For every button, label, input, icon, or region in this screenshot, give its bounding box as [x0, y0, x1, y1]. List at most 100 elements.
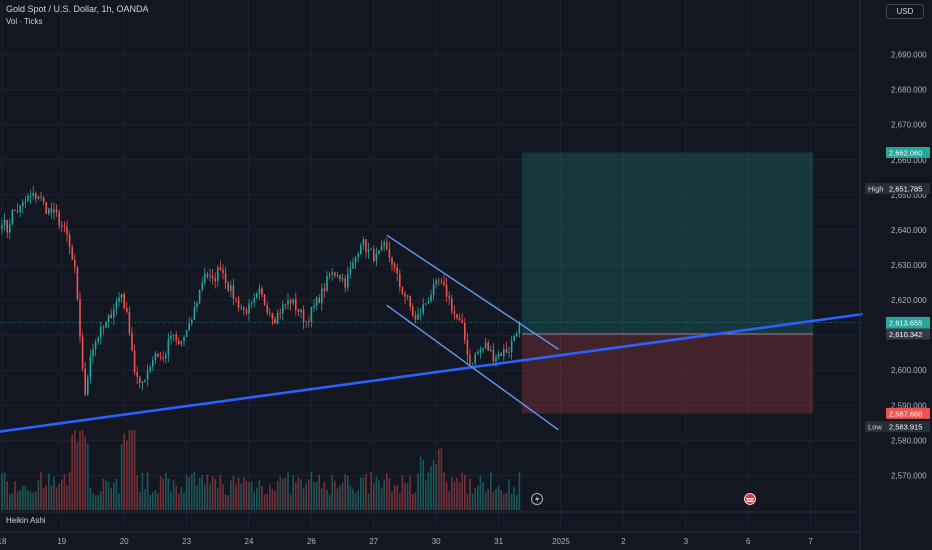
candle-body[interactable] — [100, 326, 102, 338]
candle-body[interactable] — [211, 275, 214, 279]
candle-body[interactable] — [474, 354, 476, 364]
candle-body[interactable] — [375, 253, 378, 261]
candle-body[interactable] — [172, 334, 175, 336]
candle-body[interactable] — [302, 309, 305, 322]
candle-body[interactable] — [425, 303, 427, 305]
candle-body[interactable] — [513, 335, 515, 341]
candle-body[interactable] — [451, 298, 453, 312]
candle-body[interactable] — [170, 335, 172, 339]
loss-zone[interactable] — [522, 333, 814, 414]
candle-body[interactable] — [63, 226, 66, 228]
candle-body[interactable] — [276, 312, 279, 324]
candle-body[interactable] — [386, 242, 388, 250]
candle-body[interactable] — [414, 315, 417, 320]
candle-body[interactable] — [53, 209, 55, 213]
candle-body[interactable] — [352, 262, 354, 269]
candle-body[interactable] — [237, 298, 240, 308]
candle-body[interactable] — [427, 301, 430, 304]
candle-body[interactable] — [495, 357, 497, 362]
candle-body[interactable] — [357, 253, 359, 257]
candle-body[interactable] — [196, 302, 198, 308]
candle-body[interactable] — [477, 352, 479, 355]
candle-body[interactable] — [487, 342, 489, 351]
candle-body[interactable] — [120, 293, 123, 298]
channel-lower-line[interactable] — [386, 304, 559, 431]
candle-body[interactable] — [344, 278, 346, 288]
candle-body[interactable] — [22, 202, 24, 207]
candle-body[interactable] — [50, 208, 53, 213]
candle-body[interactable] — [68, 234, 71, 248]
candle-body[interactable] — [185, 330, 188, 337]
candle-body[interactable] — [300, 309, 302, 313]
candle-body[interactable] — [453, 311, 456, 315]
candle-body[interactable] — [6, 219, 8, 233]
candle-body[interactable] — [209, 275, 211, 277]
candle-body[interactable] — [61, 225, 63, 227]
candle-body[interactable] — [201, 283, 203, 290]
candle-body[interactable] — [261, 288, 263, 295]
candle-body[interactable] — [146, 371, 149, 380]
candle-body[interactable] — [456, 314, 458, 319]
candle-body[interactable] — [292, 299, 294, 304]
candle-body[interactable] — [279, 312, 281, 314]
lightning-icon[interactable] — [531, 493, 543, 505]
candle-body[interactable] — [206, 273, 209, 277]
candle-body[interactable] — [81, 336, 84, 369]
candle-body[interactable] — [183, 336, 185, 342]
candle-body[interactable] — [235, 298, 237, 300]
candle-body[interactable] — [482, 347, 484, 350]
candle-body[interactable] — [136, 371, 138, 378]
candle-body[interactable] — [516, 333, 518, 336]
candle-body[interactable] — [214, 278, 216, 282]
currency-button[interactable]: USD — [886, 4, 924, 19]
candle-body[interactable] — [193, 307, 196, 320]
candle-body[interactable] — [97, 337, 99, 342]
candle-body[interactable] — [401, 287, 404, 294]
candle-body[interactable] — [175, 334, 177, 341]
candle-body[interactable] — [232, 285, 235, 299]
candle-body[interactable] — [266, 304, 268, 313]
candle-body[interactable] — [458, 318, 461, 321]
profit-zone[interactable] — [522, 152, 814, 334]
candle-body[interactable] — [74, 259, 76, 268]
candle-body[interactable] — [204, 273, 206, 284]
candle-body[interactable] — [180, 341, 183, 345]
candle-body[interactable] — [269, 312, 271, 314]
candle-body[interactable] — [224, 273, 227, 283]
candle-body[interactable] — [131, 333, 133, 351]
candle-body[interactable] — [19, 206, 21, 212]
candle-body[interactable] — [419, 313, 422, 315]
candle-body[interactable] — [16, 210, 19, 212]
candle-body[interactable] — [248, 303, 250, 314]
candle-body[interactable] — [198, 289, 201, 303]
candle-body[interactable] — [339, 275, 341, 279]
candle-body[interactable] — [243, 307, 245, 310]
candle-body[interactable] — [263, 294, 266, 305]
candle-body[interactable] — [378, 250, 380, 254]
candle-body[interactable] — [126, 308, 128, 312]
candle-body[interactable] — [123, 293, 125, 309]
candle-body[interactable] — [308, 321, 310, 323]
candle-body[interactable] — [253, 298, 255, 303]
candle-body[interactable] — [347, 273, 349, 288]
candle-body[interactable] — [87, 377, 89, 395]
candle-body[interactable] — [334, 272, 336, 276]
candle-body[interactable] — [422, 304, 424, 314]
candle-body[interactable] — [133, 350, 136, 372]
candle-body[interactable] — [471, 363, 474, 365]
candle-body[interactable] — [191, 319, 193, 324]
candle-body[interactable] — [139, 377, 141, 383]
candle-body[interactable] — [417, 313, 419, 320]
candle-body[interactable] — [42, 197, 45, 202]
candle-body[interactable] — [37, 196, 40, 199]
candle-body[interactable] — [258, 288, 261, 294]
candle-body[interactable] — [271, 313, 274, 319]
candle-body[interactable] — [154, 353, 157, 361]
candle-body[interactable] — [479, 349, 482, 353]
candle-body[interactable] — [66, 226, 68, 235]
candle-body[interactable] — [102, 326, 105, 328]
candle-body[interactable] — [48, 208, 50, 214]
candle-body[interactable] — [409, 295, 411, 307]
candle-body[interactable] — [445, 284, 448, 297]
candle-body[interactable] — [92, 349, 94, 357]
